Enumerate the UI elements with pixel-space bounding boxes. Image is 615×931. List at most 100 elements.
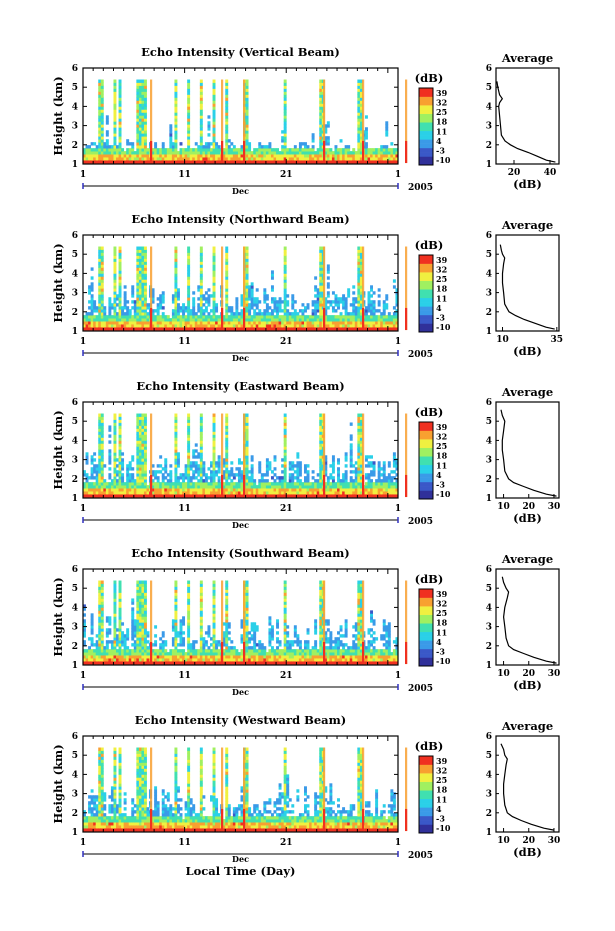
heatmap-cell: [270, 491, 274, 495]
heatmap-cell: [136, 473, 140, 477]
heatmap-cell: [283, 157, 287, 161]
heatmap-cell: [179, 491, 183, 495]
heatmap-cell: [359, 309, 363, 313]
heatmap-cell: [232, 312, 236, 316]
heatmap-cell: [380, 488, 384, 492]
heatmap-cell: [334, 151, 338, 155]
heatmap-cell: [260, 154, 264, 158]
heatmap-cell: [138, 133, 142, 137]
heatmap-cell: [131, 494, 135, 498]
heatmap-cell: [380, 148, 384, 152]
colorbar-band: [419, 255, 433, 260]
heatmap-cell: [270, 482, 274, 486]
heatmap-cell: [156, 151, 160, 155]
heatmap-cell: [123, 154, 127, 158]
heatmap-cell: [110, 306, 114, 310]
heatmap-cell: [189, 315, 193, 319]
heatmap-cell: [100, 97, 104, 101]
heatmap-cell: [319, 452, 323, 456]
heatmap-cell: [250, 324, 254, 328]
heatmap-cell: [291, 157, 295, 161]
heatmap-cell: [395, 473, 399, 477]
heatmap-cell: [110, 491, 114, 495]
colorbar-band: [419, 306, 433, 311]
heatmap-cell: [357, 303, 361, 307]
heatmap-cell: [123, 482, 127, 486]
heatmap-cell: [357, 255, 361, 259]
heatmap-cell: [138, 318, 142, 322]
heatmap-cell: [143, 482, 147, 486]
heatmap-cell: [329, 160, 333, 164]
heatmap-cell: [392, 321, 396, 325]
heatmap-cell: [166, 151, 170, 155]
heatmap-cell: [138, 294, 142, 298]
heatmap-cell: [199, 467, 203, 471]
heatmap-cell: [131, 318, 135, 322]
heatmap-cell: [375, 485, 379, 489]
heatmap-cell: [344, 452, 348, 456]
heatmap-cell: [143, 452, 147, 456]
heatmap-cell: [118, 321, 122, 325]
heatmap-cell: [281, 491, 285, 495]
y-tick-label: 1: [72, 160, 78, 170]
heatmap-cell: [265, 467, 269, 471]
heatmap-cell: [143, 249, 147, 253]
colorbar-band: [419, 109, 433, 114]
heatmap-cell: [121, 640, 125, 644]
heatmap-cell: [171, 321, 175, 325]
heatmap-cell: [240, 494, 244, 498]
heatmap-cell: [121, 461, 125, 465]
heatmap-cell: [90, 151, 94, 155]
heatmap-cell: [199, 88, 203, 92]
heatmap-cell: [250, 157, 254, 161]
heatmap-cell: [217, 476, 221, 480]
heatmap-cell: [281, 160, 285, 164]
heatmap-cell: [364, 494, 368, 498]
heatmap-cell: [337, 160, 340, 164]
heatmap-cell: [225, 437, 229, 441]
heatmap-cell: [141, 431, 145, 435]
colorbar-band: [419, 280, 433, 286]
heatmap-cell: [121, 649, 125, 653]
heatmap-cell: [113, 285, 117, 289]
heatmap-cell: [88, 655, 92, 659]
heatmap-cell: [103, 327, 107, 331]
heatmap-cell: [98, 264, 102, 268]
heatmap-cell: [377, 494, 381, 498]
heatmap-cell: [263, 157, 267, 161]
colorbar-band: [419, 473, 433, 478]
heatmap-cell: [136, 416, 140, 420]
heatmap-cell: [392, 157, 396, 161]
heatmap-cell: [199, 437, 203, 441]
heatmap-cell: [250, 467, 254, 471]
heatmap-cell: [311, 485, 315, 489]
heatmap-cell: [202, 488, 206, 492]
heatmap-cell: [337, 303, 340, 307]
heatmap-cell: [113, 428, 117, 432]
heatmap-cell: [187, 85, 191, 89]
heatmap-cell: [387, 464, 391, 468]
heatmap-cell: [171, 300, 175, 304]
heatmap-cell: [319, 294, 323, 298]
heatmap-cell: [283, 127, 287, 131]
heatmap-cell: [225, 79, 229, 83]
heatmap-cell: [100, 273, 104, 277]
heatmap-cell: [253, 309, 257, 313]
heatmap-cell: [143, 127, 147, 131]
y-tick-label: 4: [72, 436, 78, 446]
heatmap-cell: [169, 491, 173, 495]
heatmap-cell: [121, 318, 125, 322]
colorbar-tick-label: -3: [436, 312, 445, 322]
heatmap-cell: [199, 115, 203, 119]
heatmap-cell: [121, 321, 125, 325]
heatmap-cell: [270, 494, 274, 498]
heatmap-cell: [245, 485, 249, 489]
heatmap-cell: [123, 303, 127, 307]
heatmap-cell: [204, 494, 208, 498]
heatmap-cell: [141, 151, 145, 155]
heatmap-cell: [344, 300, 348, 304]
heatmap-cell: [296, 467, 300, 471]
heatmap-cell: [118, 315, 122, 319]
heatmap-cell: [98, 321, 102, 325]
heatmap-cell: [131, 607, 135, 611]
